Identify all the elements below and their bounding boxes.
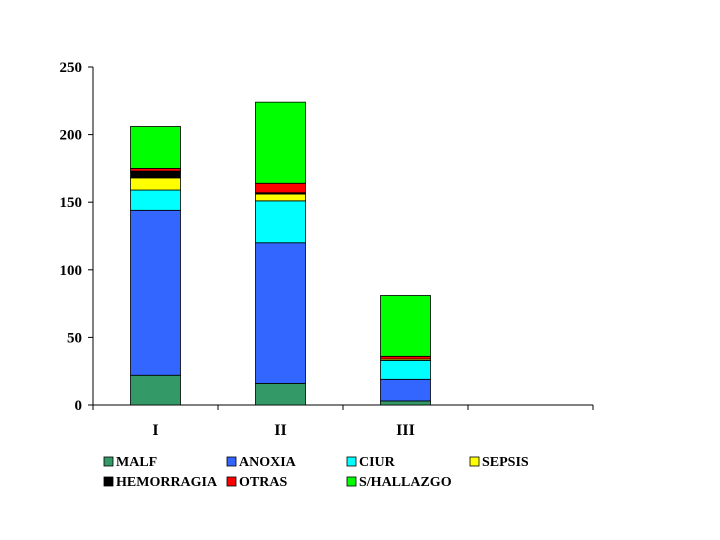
legend-label: ANOXIA	[239, 455, 297, 470]
legend-swatch	[346, 456, 357, 467]
bar-segment-s-hallazgo-i	[130, 126, 181, 169]
y-tick-label: 250	[60, 60, 83, 76]
x-category-label: II	[274, 422, 286, 439]
legend-label: S/HALLAZGO	[359, 475, 452, 490]
bar-segment-s-hallazgo-iii	[380, 295, 431, 357]
bar-segment-otras-i	[130, 167, 181, 172]
legend: MALF ANOXIA CIUR SEPSIS HEMORRAGIA OTRAS S/HAL…	[103, 455, 529, 490]
bar-segment-anoxia-ii	[255, 242, 306, 384]
bar-segment-ciur-ii	[255, 200, 306, 244]
x-category-label: III	[396, 422, 415, 439]
legend-label: CIUR	[359, 455, 396, 470]
bar-segment-s-hallazgo-ii	[255, 101, 306, 184]
bar-segment-anoxia-iii	[380, 378, 431, 402]
bar-segment-sepsis-ii	[255, 193, 306, 202]
bar-segment-ciur-i	[130, 189, 181, 211]
y-tick-label: 150	[60, 195, 83, 211]
legend-swatch	[346, 476, 357, 487]
legend-swatch	[103, 476, 114, 487]
bar-segment-otras-ii	[255, 182, 306, 194]
bar-segment-sepsis-i	[130, 177, 181, 191]
legend-label: HEMORRAGIA	[116, 475, 218, 490]
y-tick-label: 0	[75, 398, 83, 414]
y-tick-label: 100	[60, 263, 83, 279]
legend-swatch	[226, 476, 237, 487]
legend-label: SEPSIS	[482, 455, 529, 470]
bar-segment-hemorragia-i	[130, 170, 181, 179]
legend-swatch	[226, 456, 237, 467]
bars	[130, 101, 431, 406]
legend-label: OTRAS	[239, 475, 287, 490]
bar-segment-ciur-iii	[380, 359, 431, 380]
legend-swatch	[469, 456, 480, 467]
bar-segment-malf-iii	[380, 400, 431, 406]
y-tick-label: 200	[60, 128, 83, 144]
bar-segment-otras-iii	[380, 355, 431, 360]
legend-swatch	[103, 456, 114, 467]
x-category-label: I	[152, 422, 158, 439]
bar-segment-anoxia-i	[130, 209, 181, 376]
y-tick-label: 50	[67, 330, 82, 346]
legend-label: MALF	[116, 455, 157, 470]
bar-segment-malf-ii	[255, 382, 306, 406]
bar-segment-malf-i	[130, 374, 181, 406]
